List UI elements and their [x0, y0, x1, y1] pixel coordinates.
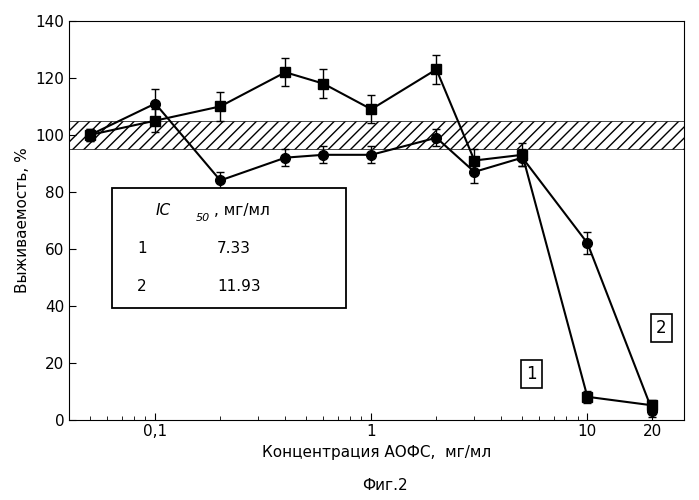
Text: 50: 50 — [195, 214, 210, 224]
Text: 1: 1 — [526, 365, 537, 383]
Text: 2: 2 — [137, 279, 147, 294]
Text: 2: 2 — [656, 320, 667, 338]
Text: Фиг.2: Фиг.2 — [361, 478, 408, 493]
Text: IC: IC — [155, 203, 171, 218]
Text: 1: 1 — [137, 240, 147, 256]
X-axis label: Концентрация АОФС,  мг/мл: Концентрация АОФС, мг/мл — [262, 445, 491, 460]
Text: , мг/мл: , мг/мл — [214, 203, 270, 218]
Bar — [69, 120, 684, 149]
FancyBboxPatch shape — [113, 188, 346, 308]
Text: 7.33: 7.33 — [217, 240, 251, 256]
Text: 11.93: 11.93 — [217, 279, 261, 294]
Y-axis label: Выживаемость, %: Выживаемость, % — [15, 148, 30, 293]
